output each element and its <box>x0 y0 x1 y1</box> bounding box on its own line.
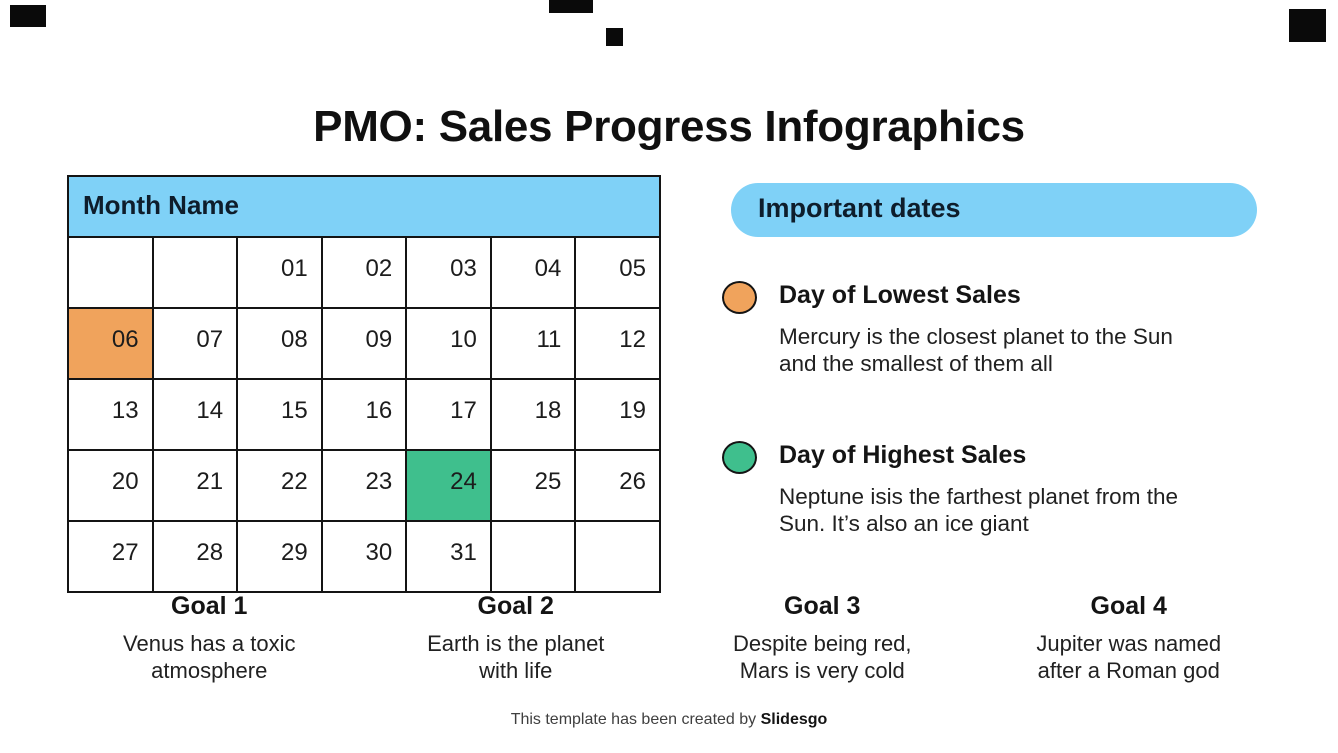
legend-title-lowest: Day of Lowest Sales <box>779 281 1021 309</box>
calendar-cell-empty <box>67 236 154 309</box>
goal-2-title: Goal 2 <box>477 592 554 620</box>
footer-brand: Slidesgo <box>760 711 828 728</box>
calendar-cell-day-22: 22 <box>236 449 323 522</box>
calendar-cell-day-25: 25 <box>489 449 577 522</box>
calendar-cell-day-07: 07 <box>151 307 239 380</box>
calendar-cell-empty <box>489 520 577 593</box>
sales-calendar: Month Name 01 02 03 04 05 06 07 08 09 10 11 12 13 14 1… <box>67 175 661 593</box>
goal-3: Goal 3 Despite being red, Mars is very c… <box>669 592 976 684</box>
goal-2-text: Earth is the planet with life <box>427 631 605 683</box>
calendar-cell-day-11: 11 <box>489 307 577 380</box>
calendar-cell-day-13: 13 <box>67 378 154 451</box>
footer-credit: This template has been created by Slides… <box>0 711 1338 729</box>
decorative-mark-top-square <box>606 28 623 46</box>
calendar-cell-day-12: 12 <box>574 307 661 380</box>
calendar-cell-day-23: 23 <box>320 449 408 522</box>
calendar-row: 01 02 03 04 05 <box>67 236 661 309</box>
calendar-row: 13 14 15 16 17 18 19 <box>67 378 661 451</box>
decorative-mark-top-bar <box>549 0 593 13</box>
calendar-row: 06 07 08 09 10 11 12 <box>67 307 661 380</box>
calendar-cell-day-30: 30 <box>320 520 408 593</box>
calendar-cell-day-21: 21 <box>151 449 239 522</box>
goal-2: Goal 2 Earth is the planet with life <box>363 592 670 684</box>
calendar-cell-empty <box>574 520 661 593</box>
calendar-cell-day-20: 20 <box>67 449 154 522</box>
calendar-cell-day-08: 08 <box>236 307 323 380</box>
calendar-cell-day-14: 14 <box>151 378 239 451</box>
goal-1-title: Goal 1 <box>171 592 248 620</box>
calendar-cell-day-15: 15 <box>236 378 323 451</box>
important-dates-header: Important dates <box>731 183 1257 237</box>
calendar-cell-day-29: 29 <box>236 520 323 593</box>
highest-sales-marker-icon <box>722 441 757 474</box>
calendar-cell-day-03: 03 <box>405 236 492 309</box>
calendar-row: 20 21 22 23 24 25 26 <box>67 449 661 522</box>
lowest-sales-marker-icon <box>722 281 757 314</box>
goal-4: Goal 4 Jupiter was named after a Roman g… <box>976 592 1283 684</box>
calendar-cell-day-28: 28 <box>151 520 239 593</box>
legend-text-block: Day of Highest Sales Neptune isis the fa… <box>779 440 1178 537</box>
calendar-cell-day-26: 26 <box>574 449 661 522</box>
footer-text: This template has been created by <box>510 711 761 728</box>
legend-item-lowest-sales: Day of Lowest Sales Mercury is the close… <box>722 280 1267 377</box>
calendar-cell-day-24: 24 <box>405 449 492 522</box>
calendar-cell-day-05: 05 <box>574 236 661 309</box>
calendar-cell-day-16: 16 <box>320 378 408 451</box>
goal-1-text: Venus has a toxic atmosphere <box>123 631 296 683</box>
calendar-cell-day-27: 27 <box>67 520 154 593</box>
slide-title: PMO: Sales Progress Infographics <box>313 102 1025 152</box>
goals-row: Goal 1 Venus has a toxic atmosphere Goal… <box>56 592 1282 684</box>
important-dates-title: Important dates <box>758 193 961 223</box>
calendar-month-header: Month Name <box>67 175 661 238</box>
calendar-header-row: Month Name <box>67 175 661 238</box>
calendar-row: 27 28 29 30 31 <box>67 520 661 593</box>
legend-description-lowest: Mercury is the closest planet to the Sun… <box>779 324 1173 376</box>
legend-text-block: Day of Lowest Sales Mercury is the close… <box>779 280 1173 377</box>
calendar-cell-day-19: 19 <box>574 378 661 451</box>
calendar-cell-day-10: 10 <box>405 307 492 380</box>
goal-1: Goal 1 Venus has a toxic atmosphere <box>56 592 363 684</box>
calendar-cell-day-17: 17 <box>405 378 492 451</box>
decorative-mark-top-right <box>1289 9 1326 42</box>
calendar-cell-empty <box>151 236 239 309</box>
calendar-cell-day-18: 18 <box>489 378 577 451</box>
calendar-cell-day-09: 09 <box>320 307 408 380</box>
goal-4-title: Goal 4 <box>1090 592 1167 620</box>
goal-4-text: Jupiter was named after a Roman god <box>1036 631 1222 683</box>
calendar-cell-day-31: 31 <box>405 520 492 593</box>
decorative-mark-top-left <box>10 5 46 27</box>
goal-3-text: Despite being red, Mars is very cold <box>732 631 912 683</box>
calendar-cell-day-02: 02 <box>320 236 408 309</box>
calendar-cell-day-04: 04 <box>489 236 577 309</box>
goal-3-title: Goal 3 <box>784 592 861 620</box>
calendar-body: 01 02 03 04 05 06 07 08 09 10 11 12 13 14 15 16 17 18 19 20… <box>67 236 661 593</box>
legend-title-highest: Day of Highest Sales <box>779 441 1027 469</box>
calendar-cell-day-01: 01 <box>236 236 323 309</box>
legend-description-highest: Neptune isis the farthest planet from th… <box>779 484 1178 536</box>
legend-item-highest-sales: Day of Highest Sales Neptune isis the fa… <box>722 440 1267 537</box>
calendar-cell-day-06: 06 <box>67 307 154 380</box>
